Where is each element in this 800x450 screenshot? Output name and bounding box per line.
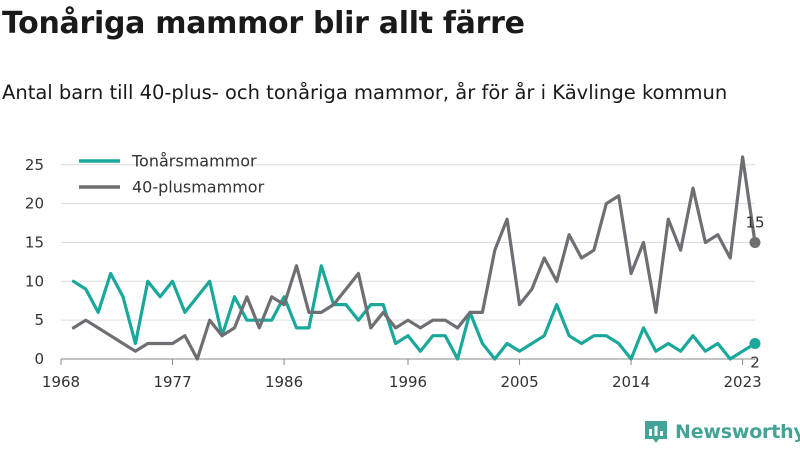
brand-name: Newsworthy bbox=[675, 421, 800, 443]
y-tick-label: 25 bbox=[25, 156, 44, 174]
series-end-label: 2 bbox=[750, 353, 760, 371]
x-tick-label: 2023 bbox=[724, 373, 762, 391]
legend: Tonårsmammor 40-plusmammor bbox=[79, 152, 265, 197]
y-axis-ticks: 0 5 10 15 20 25 bbox=[25, 156, 44, 368]
newsworthy-brand: Newsworthy bbox=[644, 420, 800, 444]
newsworthy-logo-icon bbox=[645, 421, 667, 443]
x-tick-label: 2014 bbox=[612, 373, 650, 391]
series-end-marker bbox=[749, 236, 761, 248]
legend-label: 40-plusmammor bbox=[132, 178, 265, 197]
x-tick-label: 1968 bbox=[42, 373, 80, 391]
y-tick-label: 0 bbox=[34, 350, 44, 368]
series-lines: 2 15 bbox=[71, 155, 765, 371]
series-line-40-plusmammor bbox=[71, 155, 757, 361]
series-line-tonarsmammor bbox=[71, 264, 757, 361]
y-tick-label: 15 bbox=[25, 233, 44, 251]
series-end-label: 15 bbox=[745, 213, 764, 231]
chart-title: Tonåriga mammor blir allt färre bbox=[2, 6, 525, 41]
chart-subtitle: Antal barn till 40-plus- och tonåriga ma… bbox=[2, 81, 728, 104]
x-tick-label: 1996 bbox=[389, 373, 427, 391]
y-tick-label: 5 bbox=[34, 311, 44, 329]
x-tick-label: 1986 bbox=[265, 373, 303, 391]
y-tick-label: 20 bbox=[25, 195, 44, 213]
y-tick-label: 10 bbox=[25, 272, 44, 290]
x-tick-label: 1977 bbox=[153, 373, 191, 391]
x-axis-ticks: 1968 1977 1986 1996 2005 2014 2023 bbox=[42, 359, 762, 391]
x-tick-label: 2005 bbox=[500, 373, 538, 391]
legend-label: Tonårsmammor bbox=[131, 152, 257, 171]
series-end-marker bbox=[749, 337, 761, 349]
